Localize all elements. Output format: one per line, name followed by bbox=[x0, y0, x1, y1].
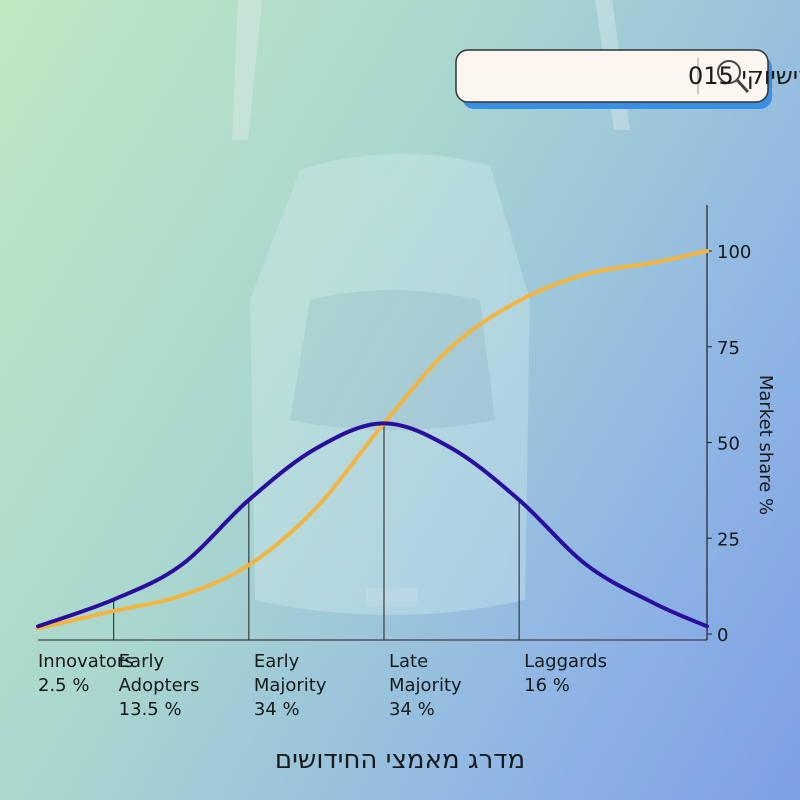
segment-share: 34 % bbox=[388, 699, 435, 720]
segment-name: Early Majority bbox=[253, 651, 327, 696]
y-tick-label: 50 bbox=[717, 434, 740, 455]
y-tick-label: 0 bbox=[717, 625, 728, 646]
segment-label: Early Adopters 13.5 % bbox=[119, 650, 245, 722]
y-axis-title: Market share % bbox=[755, 375, 776, 515]
curve bbox=[36, 421, 709, 629]
y-tick-label: 75 bbox=[717, 338, 740, 359]
search-text[interactable]: חמישיוקי 015 bbox=[688, 62, 800, 90]
segment-label: Laggards 16 % bbox=[524, 650, 703, 698]
chart-title: מדרג מאמצי החידושים bbox=[275, 745, 525, 775]
segment-name: Innovators bbox=[38, 651, 134, 672]
segment-label: Late Majority 34 % bbox=[389, 650, 515, 722]
y-tick-label: 100 bbox=[717, 242, 751, 263]
segment-name: Late Majority bbox=[388, 651, 462, 696]
y-tick-label: 25 bbox=[717, 529, 740, 550]
search-box[interactable]: חמישיוקי 015 bbox=[455, 49, 800, 109]
segment-share: 2.5 % bbox=[38, 675, 90, 696]
segment-share: 34 % bbox=[253, 699, 300, 720]
segment-share: 13.5 % bbox=[118, 699, 182, 720]
segment-name: Laggards bbox=[524, 651, 607, 672]
segment-label: Early Majority 34 % bbox=[254, 650, 380, 722]
segment-label: Innovators 2.5 % bbox=[38, 650, 134, 698]
background-photo bbox=[232, 0, 630, 616]
segment-share: 16 % bbox=[524, 675, 570, 696]
segment-name: Early Adopters bbox=[118, 651, 200, 696]
